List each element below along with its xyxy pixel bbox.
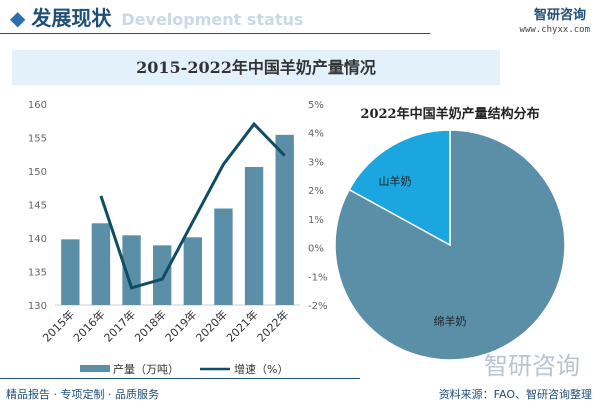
y2-tick-label: 3%: [308, 157, 324, 168]
x-tick-label: 2019年: [162, 307, 199, 344]
chart-title: 2015-2022年中国羊奶产量情况: [12, 50, 500, 85]
section-header: ◆ 发展现状 Development status: [10, 2, 303, 31]
y-tick-label: 150: [28, 167, 47, 178]
section-subtitle: Development status: [121, 10, 304, 29]
y2-tick-label: 0%: [308, 244, 324, 255]
pie-slice-goat: [348, 129, 451, 247]
legend-label-bar: 产量（万吨）: [113, 362, 179, 376]
divider: [0, 33, 430, 34]
y-tick-label: 160: [28, 100, 47, 111]
bar: [214, 208, 233, 305]
y2-tick-label: 2%: [308, 186, 324, 197]
section-title: 发展现状: [31, 6, 112, 30]
x-tick-label: 2016年: [70, 307, 107, 344]
y2-tick-label: 4%: [308, 129, 324, 140]
bar: [183, 237, 202, 305]
brand-url: www.chyxx.com: [519, 25, 590, 35]
pie-label-sheep: 绵羊奶: [434, 314, 467, 328]
bar: [153, 245, 172, 305]
diamond-icon: ◆: [10, 6, 26, 30]
y2-tick-label: -2%: [308, 301, 327, 312]
y2-tick-label: -1%: [308, 272, 327, 283]
x-tick-label: 2022年: [254, 307, 291, 344]
x-tick-label: 2020年: [193, 307, 230, 344]
y2-tick-label: 5%: [308, 100, 324, 111]
bar: [61, 239, 80, 305]
legend-swatch-bar: [80, 365, 110, 372]
bar: [91, 223, 111, 305]
y2-tick-label: 1%: [308, 215, 324, 226]
bar: [244, 166, 264, 305]
x-tick-label: 2017年: [101, 307, 138, 344]
source-note: 资料来源：FAO、智研咨询整理: [438, 388, 592, 401]
x-tick-label: 2018年: [131, 307, 168, 344]
pie-title: 2022年中国羊奶产量结构分布: [360, 106, 539, 122]
divider: [0, 378, 360, 379]
y-tick-label: 140: [28, 234, 47, 245]
y-tick-label: 145: [28, 201, 47, 212]
growth-line: [99, 121, 286, 290]
y-tick-label: 135: [28, 268, 47, 279]
footer-slogan: 精品报告 · 专项定制 · 品质服务: [6, 388, 159, 401]
legend-label-line: 增速（%）: [234, 362, 288, 376]
bar: [275, 134, 294, 305]
y-tick-label: 130: [28, 301, 47, 312]
watermark: 智研咨询: [484, 352, 580, 380]
pie-label-goat: 山羊奶: [379, 174, 412, 188]
x-tick-label: 2021年: [223, 307, 260, 344]
x-tick-label: 2015年: [40, 307, 77, 344]
y-tick-label: 155: [28, 134, 47, 145]
brand-logo: 智研咨询: [533, 8, 586, 23]
